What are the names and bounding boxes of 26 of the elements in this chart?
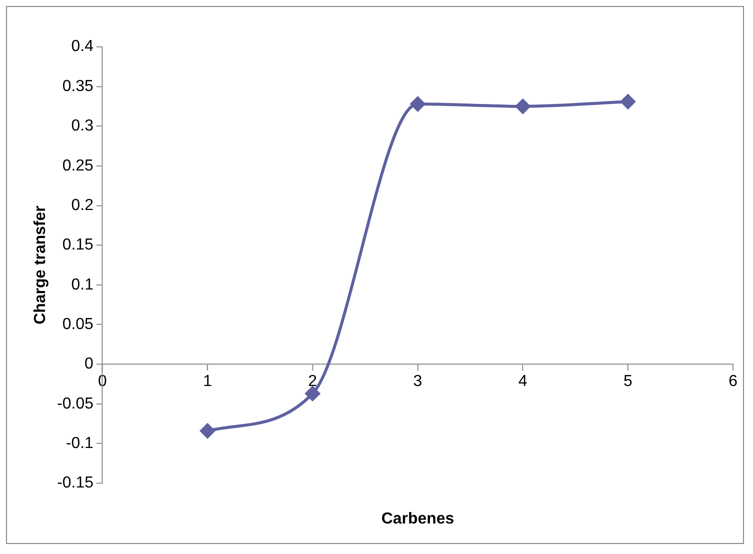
x-tick-label: 4 bbox=[518, 373, 528, 390]
x-tick-label: 5 bbox=[623, 373, 632, 390]
y-tick-label: -0.1 bbox=[66, 434, 94, 452]
y-tick-label: 0.3 bbox=[71, 118, 94, 135]
y-axis-title: Charge transfer bbox=[32, 206, 49, 324]
x-axis-title: Carbenes bbox=[381, 510, 454, 528]
x-tick-label: 2 bbox=[308, 373, 318, 390]
x-tick-label: 0 bbox=[98, 373, 107, 390]
point bbox=[410, 96, 426, 112]
y-tick-label: -0.05 bbox=[57, 395, 94, 412]
y-tick-label: 0.4 bbox=[71, 38, 94, 56]
x-tick-label: 1 bbox=[203, 373, 212, 390]
y-tick-label: 0.05 bbox=[62, 316, 94, 333]
y-tick-label: 0 bbox=[84, 356, 94, 373]
point bbox=[514, 98, 531, 114]
point bbox=[620, 94, 636, 110]
x-tick-label: 6 bbox=[728, 373, 738, 390]
point bbox=[200, 422, 216, 439]
y-tick-label: 0.15 bbox=[62, 236, 94, 254]
y-tick-label: -0.15 bbox=[57, 474, 94, 492]
y-tick-label: 0.35 bbox=[62, 78, 94, 95]
y-tick-label: 0.1 bbox=[71, 276, 94, 294]
y-tick-label: 0.25 bbox=[62, 157, 94, 174]
point bbox=[304, 386, 321, 402]
y-tick-label: 0.2 bbox=[71, 196, 94, 214]
x-tick-label: 3 bbox=[413, 373, 422, 390]
